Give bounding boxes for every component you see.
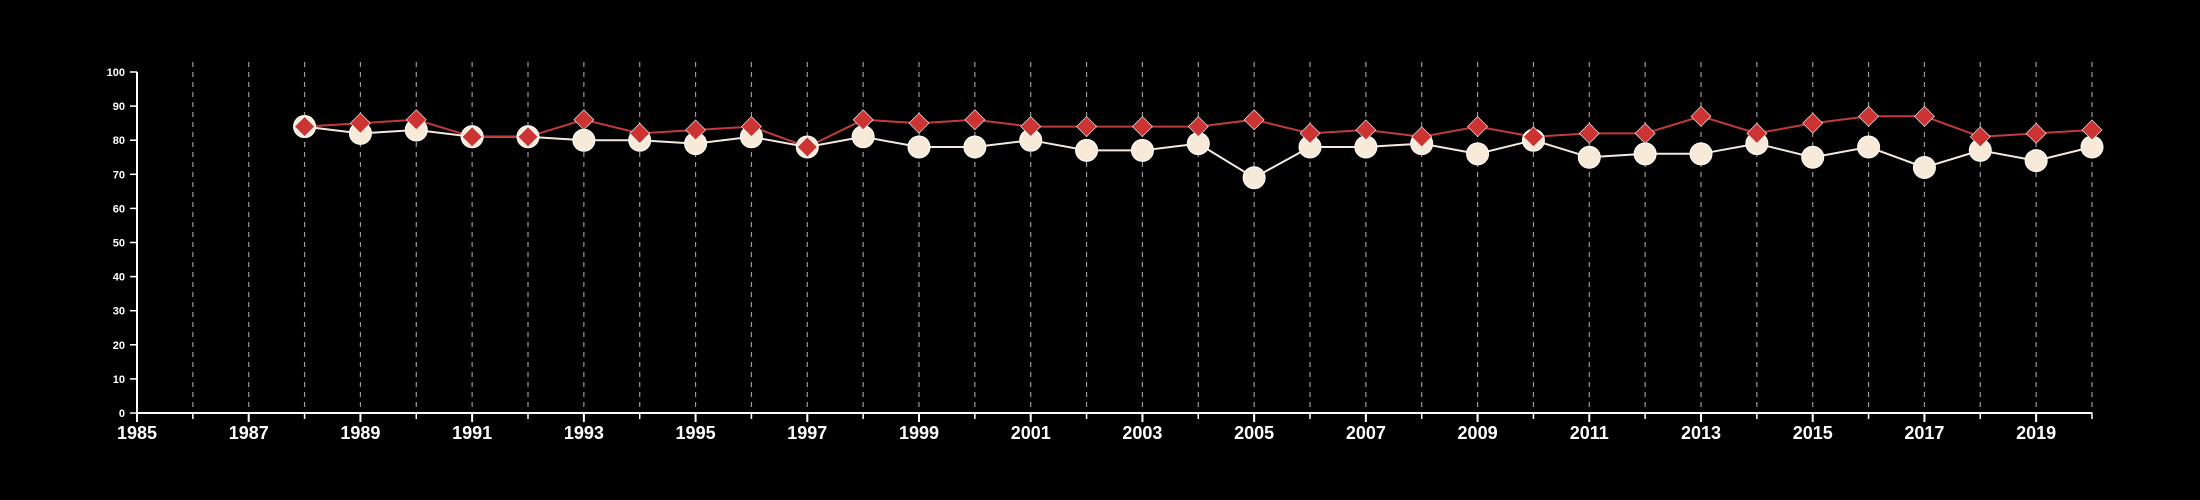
diamond-point-1994: [629, 122, 651, 144]
diamond-point-2011: [1578, 122, 1600, 144]
circle-point-2019: [2024, 149, 2048, 173]
circle-point-2002: [1075, 138, 1099, 162]
x-tick-label-2011: 2011: [1570, 423, 1609, 443]
diamond-point-2016: [1858, 105, 1879, 127]
diamond-point-1996: [741, 116, 762, 137]
y-tick-label-100: 100: [107, 67, 125, 79]
diamond-point-2005: [1243, 109, 1265, 131]
circle-point-2005: [1242, 166, 1266, 190]
circle-point-2009: [1466, 142, 1490, 166]
diamond-point-1997: [796, 136, 818, 158]
x-tick-label-1997: 1997: [787, 423, 827, 443]
circle-point-2000: [963, 135, 987, 159]
y-tick-label-40: 40: [113, 272, 125, 284]
circle-point-1993: [572, 128, 596, 152]
diamond-point-2002: [1076, 116, 1097, 137]
diamond-point-1990: [405, 109, 427, 131]
x-tick-label-1999: 1999: [899, 423, 939, 443]
diamond-point-1998: [852, 109, 874, 131]
x-tick-label-1993: 1993: [564, 423, 604, 443]
x-tick-label-1987: 1987: [229, 423, 269, 443]
diamond-point-1995: [685, 119, 706, 141]
x-tick-label-2013: 2013: [1681, 423, 1721, 443]
diamond-point-1992: [517, 126, 539, 148]
x-tick-label-1995: 1995: [676, 423, 716, 443]
diamond-point-2018: [1969, 126, 1991, 148]
x-tick-label-2007: 2007: [1346, 423, 1386, 443]
diamond-point-2007: [1355, 119, 1377, 141]
diamond-point-2017: [1914, 105, 1935, 127]
diamond-point-2001: [1020, 116, 1042, 137]
diamond-point-1991: [461, 126, 483, 148]
circle-point-2003: [1130, 138, 1154, 162]
x-tick-label-2009: 2009: [1458, 423, 1498, 443]
x-tick-label-2003: 2003: [1122, 423, 1162, 443]
y-tick-label-80: 80: [113, 135, 125, 147]
diamond-point-2014: [1746, 122, 1768, 144]
axes: 0 10 20 30 40 50 60 70 80 90 100 1985 1987 1989 1991 19…: [107, 67, 2093, 443]
x-tick-label-1989: 1989: [340, 423, 380, 443]
y-tick-label-90: 90: [113, 101, 125, 113]
diamond-point-2003: [1132, 116, 1153, 137]
x-tick-label-2019: 2019: [2016, 423, 2056, 443]
diamond-point-1989: [350, 112, 371, 134]
diamond-point-1993: [573, 109, 595, 131]
diamond-point-2010: [1523, 126, 1544, 148]
circle-point-2012: [1633, 142, 1657, 166]
y-tick-label-0: 0: [119, 408, 125, 420]
circle-point-1999: [907, 135, 931, 159]
x-tick-label-2001: 2001: [1011, 423, 1051, 443]
x-tick-label-1985: 1985: [117, 423, 157, 443]
diamond-point-2008: [1411, 126, 1433, 148]
x-tick-label-2005: 2005: [1234, 423, 1274, 443]
circle-point-2015: [1801, 145, 1825, 169]
y-tick-label-60: 60: [113, 203, 125, 215]
diamond-point-2006: [1299, 122, 1321, 144]
y-tick-label-10: 10: [113, 374, 125, 386]
x-tick-label-2017: 2017: [1904, 423, 1944, 443]
diamond-point-2015: [1802, 112, 1824, 134]
y-tick-label-20: 20: [113, 340, 125, 352]
circle-point-2017: [1912, 155, 1936, 179]
y-tick-label-70: 70: [113, 169, 125, 181]
grid-lines: [192, 62, 2093, 413]
diamond-point-2000: [964, 109, 986, 131]
diamond-point-2012: [1634, 122, 1656, 144]
diamond-point-2019: [2025, 122, 2047, 144]
series-markers: [293, 105, 2104, 190]
diamond-point-1988: [294, 116, 315, 137]
diamond-point-1999: [908, 112, 930, 134]
y-tick-label-30: 30: [113, 306, 125, 318]
y-tick-label-50: 50: [113, 238, 125, 250]
circle-point-2011: [1577, 145, 1601, 169]
diamond-point-2013: [1690, 105, 1712, 127]
diamond-point-2009: [1467, 116, 1488, 137]
x-tick-label-1991: 1991: [452, 423, 492, 443]
circle-point-2013: [1689, 142, 1713, 166]
diamond-point-2004: [1187, 116, 1209, 137]
circle-point-2016: [1857, 135, 1881, 159]
diamond-point-2020: [2081, 119, 2103, 141]
x-tick-label-2015: 2015: [1793, 423, 1833, 443]
